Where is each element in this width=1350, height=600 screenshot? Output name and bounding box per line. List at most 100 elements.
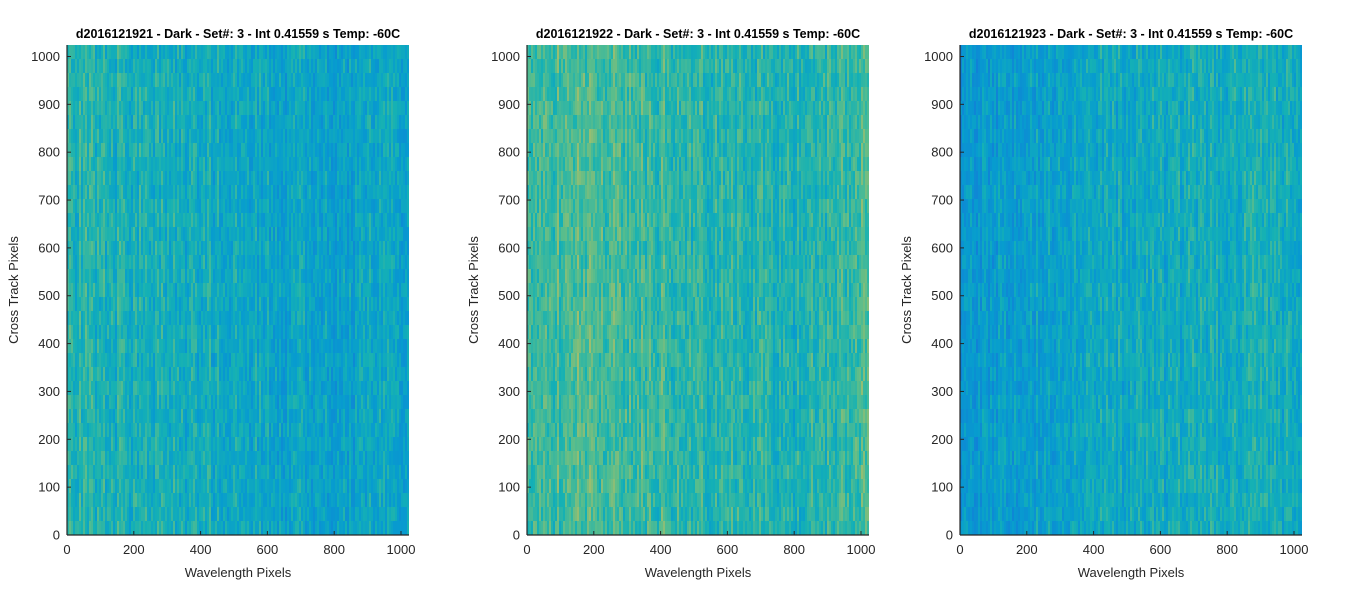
heatmap-cell [75, 59, 77, 73]
heatmap-cell [183, 73, 185, 87]
heatmap-cell [135, 199, 137, 213]
heatmap-cell [251, 437, 253, 451]
heatmap-cell [239, 143, 241, 157]
heatmap-cell [121, 325, 123, 339]
heatmap-cell [307, 227, 309, 241]
heatmap-cell [227, 115, 229, 129]
heatmap-cell [255, 339, 257, 353]
heatmap-cell [159, 115, 161, 129]
heatmap-cell [335, 73, 337, 87]
heatmap-cell [159, 157, 161, 171]
heatmap-cell [267, 143, 269, 157]
heatmap-cell [67, 339, 69, 353]
heatmap-cell [275, 423, 277, 437]
heatmap-cell [351, 395, 353, 409]
heatmap-cell [77, 185, 79, 199]
heatmap-cell [157, 297, 159, 311]
heatmap-cell [173, 339, 175, 353]
heatmap-cell [335, 395, 337, 409]
heatmap-cell [349, 73, 351, 87]
heatmap-cell [161, 479, 163, 493]
heatmap-cell [149, 423, 151, 437]
heatmap-cell [145, 115, 147, 129]
heatmap-cell [151, 437, 153, 451]
heatmap-cell [95, 185, 97, 199]
heatmap-cell [167, 157, 169, 171]
heatmap-cell [249, 115, 251, 129]
heatmap-cell [165, 199, 167, 213]
heatmap-cell [145, 45, 147, 59]
heatmap-cell [323, 241, 325, 255]
heatmap-cell [161, 115, 163, 129]
heatmap-cell [217, 325, 219, 339]
heatmap-cell [313, 115, 315, 129]
heatmap-cell [341, 199, 343, 213]
heatmap-cell [289, 353, 291, 367]
heatmap-cell [81, 283, 83, 297]
heatmap-cell [169, 269, 171, 283]
heatmap-cell [329, 157, 331, 171]
heatmap-cell [329, 129, 331, 143]
heatmap-cell [299, 87, 301, 101]
heatmap-cell [71, 437, 73, 451]
heatmap-cell [197, 493, 199, 507]
heatmap-cell [249, 451, 251, 465]
heatmap-cell [99, 451, 101, 465]
heatmap-cell [289, 255, 291, 269]
heatmap-cell [317, 255, 319, 269]
heatmap-cell [141, 129, 143, 143]
heatmap-cell [103, 129, 105, 143]
heatmap-cell [83, 381, 85, 395]
heatmap-cell [249, 87, 251, 101]
heatmap-cell [207, 423, 209, 437]
heatmap-cell [325, 241, 327, 255]
heatmap-cell [225, 157, 227, 171]
heatmap-cell [129, 507, 131, 521]
heatmap-cell [123, 171, 125, 185]
heatmap-cell [175, 297, 177, 311]
heatmap-cell [221, 269, 223, 283]
heatmap-cell [265, 353, 267, 367]
heatmap-cell [143, 409, 145, 423]
heatmap-cell [145, 255, 147, 269]
heatmap-cell [243, 199, 245, 213]
heatmap-cell [99, 311, 101, 325]
heatmap-cell [67, 353, 69, 367]
heatmap-cell [291, 87, 293, 101]
heatmap-cell [117, 241, 119, 255]
heatmap-cell [315, 171, 317, 185]
heatmap-cell [187, 157, 189, 171]
heatmap-cell [271, 395, 273, 409]
heatmap-cell [259, 171, 261, 185]
heatmap-cell [159, 101, 161, 115]
heatmap-cell [231, 143, 233, 157]
heatmap-cell [93, 409, 95, 423]
heatmap-cell [317, 115, 319, 129]
heatmap-cell [311, 451, 313, 465]
heatmap-cell [257, 143, 259, 157]
heatmap-cell [339, 157, 341, 171]
heatmap-cell [139, 311, 141, 325]
heatmap-cell [159, 171, 161, 185]
heatmap-cell [177, 143, 179, 157]
heatmap-cell [105, 297, 107, 311]
heatmap-cell [201, 227, 203, 241]
heatmap-cell [117, 87, 119, 101]
heatmap-cell [323, 101, 325, 115]
heatmap-cell [203, 73, 205, 87]
heatmap-cell [281, 241, 283, 255]
heatmap-cell [157, 325, 159, 339]
heatmap-cell [167, 311, 169, 325]
heatmap-cell [87, 255, 89, 269]
heatmap-cell [133, 87, 135, 101]
heatmap-cell [289, 437, 291, 451]
heatmap-cell [139, 409, 141, 423]
heatmap-cell [279, 73, 281, 87]
heatmap-cell [341, 339, 343, 353]
heatmap-cell [151, 143, 153, 157]
heatmap-cell [93, 423, 95, 437]
heatmap-cell [261, 227, 263, 241]
heatmap-cell [215, 241, 217, 255]
heatmap-cell [97, 409, 99, 423]
heatmap-cell [189, 241, 191, 255]
